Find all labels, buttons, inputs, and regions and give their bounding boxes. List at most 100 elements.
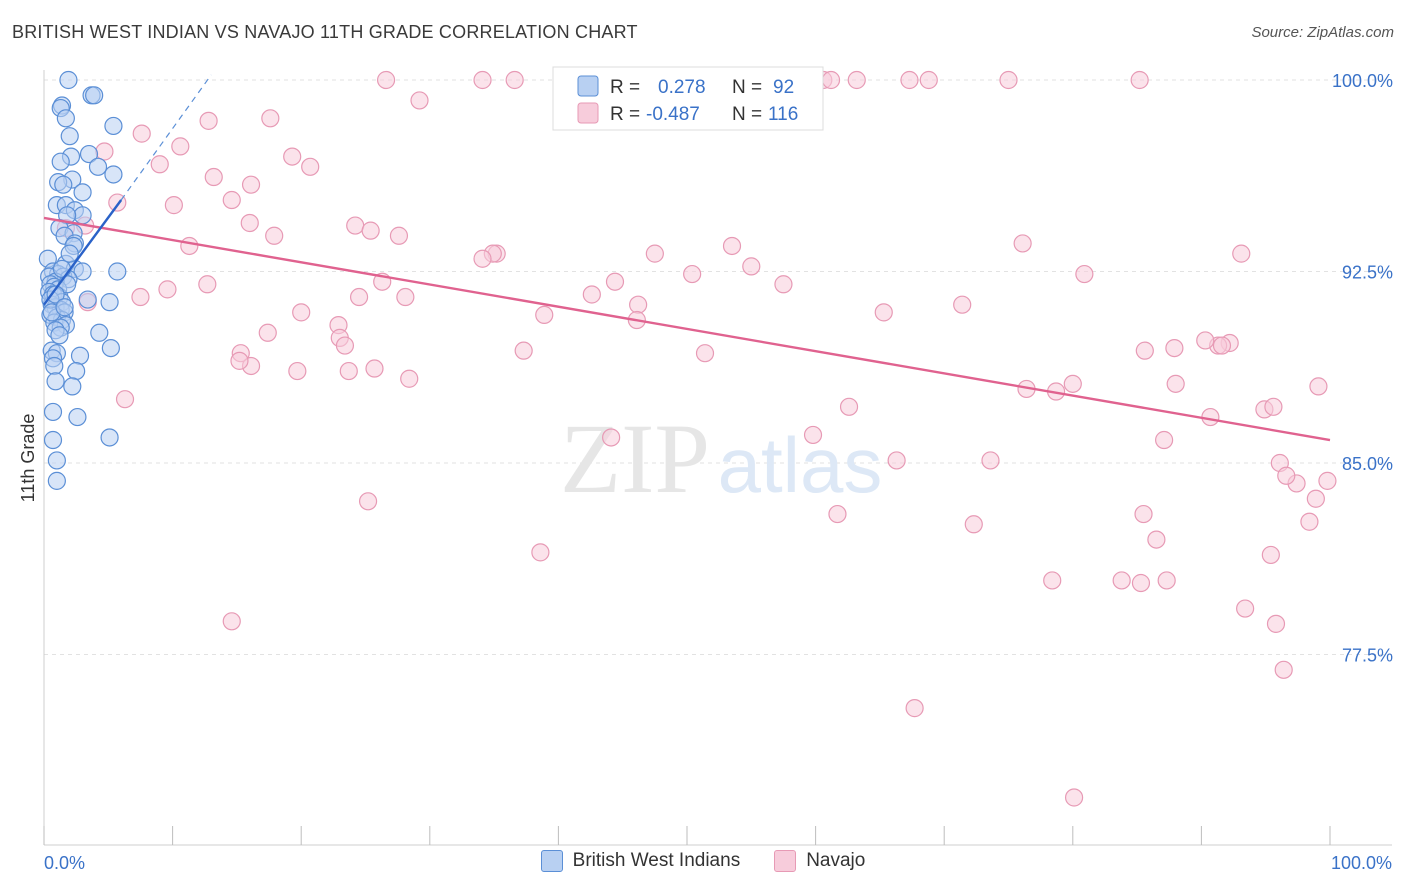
pink-point-57: [335, 336, 355, 355]
y-tick-label-2: 85.0%: [1342, 454, 1393, 474]
pink-point-85: [803, 425, 823, 445]
pink-point-9: [919, 70, 938, 90]
pink-point-36: [645, 244, 664, 263]
y-tick-label-1: 92.5%: [1342, 263, 1393, 283]
pink-point-80: [1201, 407, 1220, 427]
pink-point-113: [774, 275, 793, 294]
blue-point-64: [45, 356, 64, 376]
blue-point-74: [50, 326, 69, 345]
pink-point-98: [1147, 530, 1166, 549]
pink-point-17: [95, 142, 114, 161]
series-legend: British West Indians Navajo: [0, 850, 1406, 872]
pink-point-109: [905, 699, 924, 718]
pink-point-28: [346, 216, 365, 235]
pink-point-72: [365, 359, 384, 378]
navajo-points: [56, 70, 1337, 807]
pink-point-10: [999, 70, 1018, 90]
pink-point-25: [108, 193, 127, 212]
pink-point-18: [283, 147, 302, 166]
pink-point-110: [1064, 788, 1084, 807]
pink-point-32: [265, 226, 284, 245]
blue-point-62: [70, 346, 90, 365]
blue-point-6: [104, 116, 123, 136]
blue-point-79: [52, 259, 72, 279]
pink-point-50: [953, 295, 972, 314]
pink-point-96: [1134, 504, 1153, 524]
pink-point-114: [742, 257, 761, 276]
legend-item-navajo: Navajo: [774, 850, 865, 872]
pink-point-30: [361, 221, 380, 240]
x-tick-labels: 0.0% 100.0%: [44, 853, 1392, 873]
pink-point-14: [199, 111, 218, 130]
pink-point-49: [629, 295, 648, 314]
legend-r-value-pink: -0.487: [646, 104, 700, 125]
pink-point-48: [349, 287, 369, 307]
pink-point-82: [1264, 397, 1283, 416]
pink-point-92: [1306, 489, 1325, 508]
blue-point-58: [90, 323, 109, 342]
pink-point-108: [1274, 660, 1293, 679]
blue-point-76: [60, 244, 79, 263]
pink-point-41: [683, 264, 702, 284]
pink-point-100: [1261, 545, 1280, 565]
y-tick-label-3: 77.5%: [1342, 646, 1393, 666]
blue-point-7: [60, 127, 79, 146]
pink-point-47: [396, 287, 415, 307]
pink-point-115: [582, 285, 601, 304]
pink-point-29: [240, 213, 259, 233]
watermark-atlas: atlas: [718, 421, 883, 509]
y-axis-label: 11th Grade: [18, 414, 38, 503]
pink-point-71: [400, 369, 419, 388]
source-credit: Source: ZipAtlas.com: [1251, 24, 1394, 41]
british-west-indian-trendline-extension: [120, 74, 212, 201]
pink-point-86: [887, 451, 906, 470]
pink-point-11: [1130, 70, 1149, 90]
blue-point-16: [73, 183, 92, 202]
blue-point-45: [100, 293, 119, 312]
pink-point-105: [1236, 599, 1255, 618]
pink-point-34: [722, 236, 742, 256]
pink-point-111: [605, 272, 625, 291]
pink-point-91: [1277, 466, 1296, 485]
pink-point-116: [874, 303, 893, 322]
x-tick-label-right: 100.0%: [1331, 853, 1392, 873]
legend-label-british-west-indians: British West Indians: [572, 850, 741, 871]
pink-point-52: [535, 305, 554, 325]
blue-point-68: [43, 402, 63, 422]
legend-swatch-british-west-indians: [540, 850, 563, 872]
pink-point-15: [132, 124, 151, 143]
pink-point-78: [115, 390, 135, 409]
axes: [43, 70, 1392, 846]
pink-point-106: [1266, 614, 1286, 633]
pink-point-58: [514, 341, 533, 360]
pink-point-65: [1165, 339, 1184, 358]
pink-point-44: [131, 287, 150, 307]
pink-point-74: [1063, 374, 1082, 393]
pink-point-84: [1155, 430, 1174, 450]
pink-point-8: [900, 70, 919, 90]
pink-point-19: [150, 155, 169, 174]
pink-point-51: [292, 303, 311, 322]
pink-point-16: [171, 137, 190, 156]
pink-point-12: [410, 91, 429, 110]
pink-point-62: [230, 351, 249, 370]
pink-point-97: [1300, 512, 1319, 531]
x-ticks: [43, 826, 1331, 845]
pink-point-39: [473, 249, 492, 268]
pink-point-94: [828, 504, 847, 524]
blue-point-81: [55, 298, 74, 317]
blue-point-15: [54, 175, 73, 194]
legend-n-label-blue: N =: [732, 77, 762, 98]
pink-point-67: [1196, 331, 1215, 350]
blue-point-12: [104, 165, 123, 184]
pink-point-70: [339, 361, 358, 381]
pink-point-112: [1232, 244, 1251, 263]
pink-point-43: [198, 275, 217, 294]
legend-n-value-pink: 116: [768, 104, 798, 125]
pink-point-99: [531, 543, 550, 562]
pink-point-24: [164, 196, 183, 215]
pink-point-83: [602, 428, 621, 447]
blue-point-10: [51, 152, 70, 171]
pink-point-59: [695, 344, 715, 363]
